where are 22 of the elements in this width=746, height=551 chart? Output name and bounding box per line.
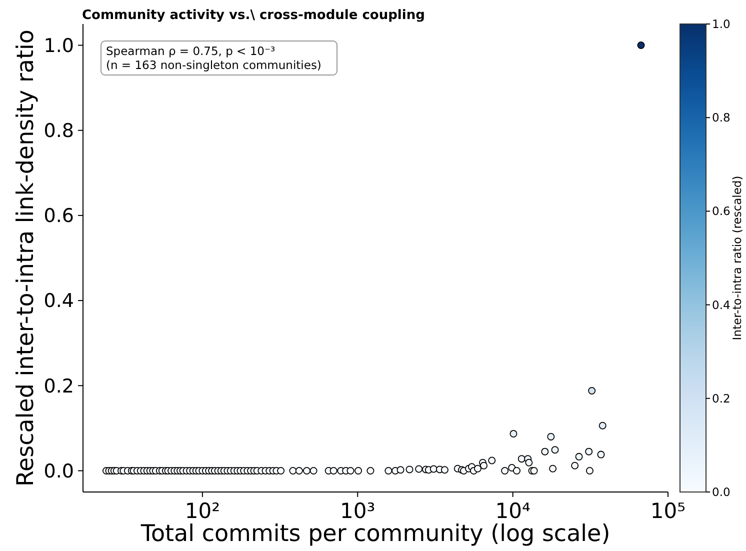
color-bar-label: 1.0 [712, 17, 730, 32]
y-axis-title: Rescaled inter-to-intra link-density ratio [13, 29, 39, 487]
color-bar-label: 0.6 [712, 204, 730, 218]
color-bar-label: 0.4 [712, 298, 730, 312]
annotation: Spearman ρ = 0.75, p < 10⁻³ [106, 44, 276, 58]
x-tick-label: 10³ [340, 499, 376, 523]
annotation: (n = 163 non-singleton communities) [106, 58, 322, 72]
color-bar-label: 0.0 [712, 485, 730, 500]
color-bar-label: 0.8 [712, 110, 730, 125]
x-axis-title: Total commits per community (log scale) [140, 521, 610, 547]
color-bar-title: Inter-to-intra ratio (rescaled) [730, 176, 744, 340]
color-bar-label: 0.2 [712, 391, 730, 406]
y-tick-label: 1.0 [44, 34, 74, 57]
y-tick-label: 0.0 [44, 460, 74, 482]
x-tick-label: 10² [184, 499, 220, 523]
y-tick-label: 0.6 [44, 205, 74, 228]
y-tick-label: 0.2 [44, 375, 74, 398]
x-tick-label: 10⁵ [650, 499, 686, 523]
x-tick-label: 10⁴ [495, 499, 530, 523]
y-tick-label: 0.8 [44, 120, 74, 142]
y-tick-label: 0.4 [44, 290, 74, 312]
chart-title: Community activity vs.\ cross-module coupling [82, 8, 425, 23]
